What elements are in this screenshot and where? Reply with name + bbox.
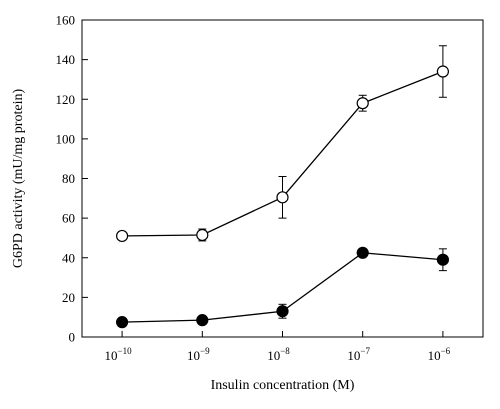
open-circle-point (115, 229, 129, 243)
y-axis-title: G6PD activity (mU/mg protein) (11, 89, 26, 269)
filled-circle-point (356, 246, 369, 259)
x-tick-label: 10−9 (187, 346, 210, 363)
open-circle-point (356, 97, 369, 110)
x-tick-label: 10−6 (428, 346, 451, 363)
open-circle-point (436, 65, 449, 78)
series-2 (115, 246, 449, 329)
y-tick-label: 40 (62, 250, 75, 265)
filled-circle-point (436, 253, 449, 266)
y-tick-label: 80 (62, 171, 75, 186)
x-tick-label: 10−10 (105, 346, 133, 363)
x-tick-label: 10−7 (347, 346, 370, 363)
y-tick-label: 100 (56, 131, 76, 146)
y-tick-label: 160 (56, 13, 76, 28)
open-circle-point (196, 228, 209, 242)
open-circle-point (276, 191, 289, 204)
x-tick-label: 10−8 (267, 346, 290, 363)
y-tick-label: 120 (56, 92, 76, 107)
filled-circle-point (276, 305, 289, 318)
x-axis-title: Insulin concentration (M) (211, 378, 355, 393)
filled-circle-point (196, 314, 209, 327)
axes: 0 20 40 60 80 100 120 140 160 10−10 10−9 10−8 10−7 10… (56, 13, 484, 363)
series-1 (115, 45, 449, 243)
y-tick-label: 0 (69, 330, 76, 345)
y-tick-label: 140 (56, 52, 76, 67)
filled-circle-point (115, 316, 129, 329)
y-tick-label: 60 (62, 211, 75, 226)
series-layer (115, 45, 449, 329)
y-tick-label: 20 (62, 290, 75, 305)
